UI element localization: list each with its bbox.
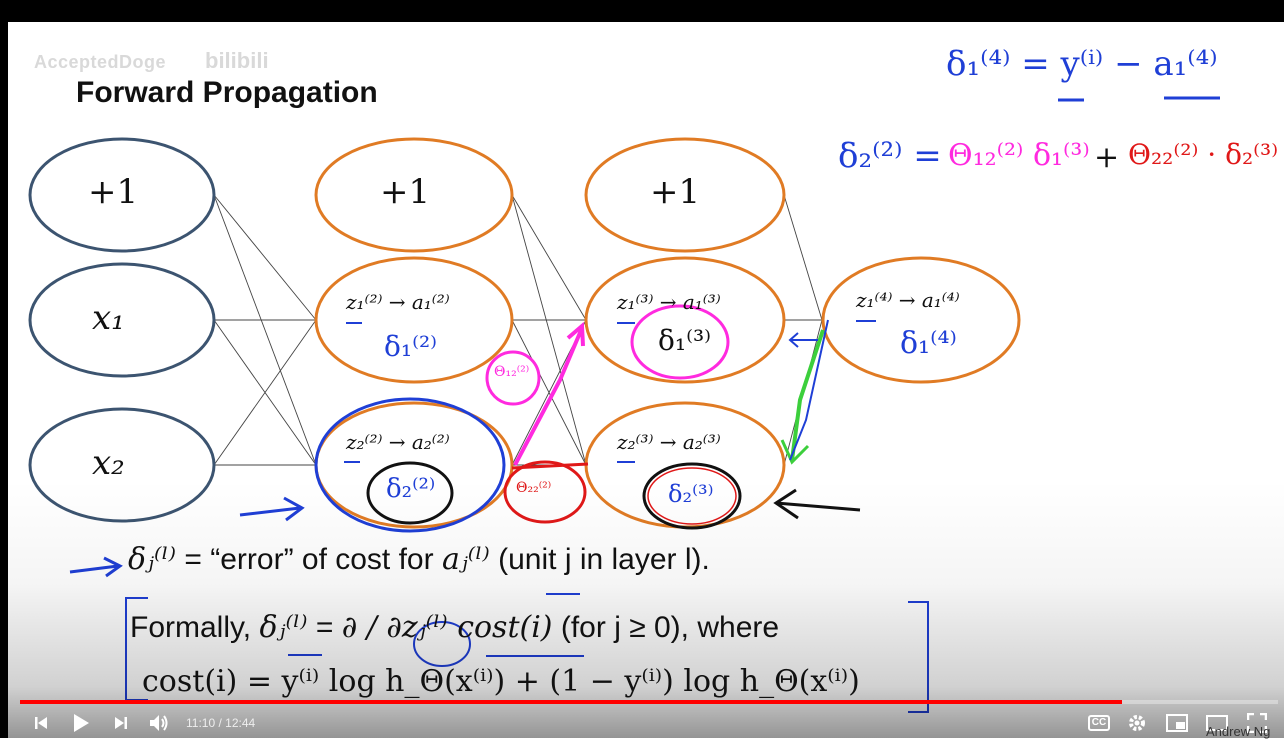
lecturer-credit: Andrew Ng: [1206, 724, 1271, 739]
node-bias-3: [584, 137, 786, 253]
label-bias-1: +1: [88, 172, 139, 212]
annotation-circle-l2u2: [314, 397, 506, 533]
miniplayer-button[interactable]: [1164, 710, 1190, 736]
label-x1: x₁: [92, 298, 125, 338]
skip-previous-icon: [35, 717, 47, 729]
node-bias-1: [28, 137, 216, 253]
red-arrow-l3u2: [511, 462, 589, 470]
circle-dz: [413, 621, 471, 667]
node-l2-unit1: [314, 256, 514, 384]
fullscreen-icon: [1247, 713, 1267, 733]
volume-button[interactable]: [146, 710, 172, 736]
blue-small-arrow-l4: [788, 332, 818, 348]
pink-arrow: [513, 327, 584, 466]
node-bias-2: [314, 137, 514, 253]
skip-next-icon: [115, 717, 127, 729]
cost-definition: cost(i) = y⁽ⁱ⁾ log h_Θ(x⁽ⁱ⁾) + (1 − y⁽ⁱ⁾…: [142, 664, 860, 699]
time-display: 11:10 / 12:44: [186, 716, 255, 730]
partial-derivative: ∂ / ∂zⱼ⁽ˡ⁾ cost(i): [341, 610, 553, 645]
node-x1: [28, 262, 216, 378]
captions-button[interactable]: CC: [1086, 710, 1112, 736]
play-icon: [74, 714, 89, 732]
delta-l2-unit1: δ₁⁽²⁾: [384, 330, 438, 363]
theta-12-label: Θ₁₂⁽²⁾: [494, 364, 530, 380]
equals-sign-formal: =: [315, 611, 334, 644]
node-x2: [28, 407, 216, 523]
green-arrow-head: [780, 439, 810, 465]
node-l4-unit1: [821, 256, 1021, 384]
label-bias-3: +1: [650, 172, 701, 212]
definition-line: δⱼ⁽ˡ⁾ = “error” of cost for aⱼ⁽ˡ⁾ (unit …: [128, 542, 710, 577]
play-button[interactable]: [68, 710, 94, 736]
delta-l2-unit2: δ₂⁽²⁾: [386, 474, 436, 504]
label-l4-unit1: z₁⁽⁴⁾ → a₁⁽⁴⁾: [856, 288, 960, 312]
equation-delta2-plus: +: [1094, 140, 1120, 175]
equation-delta2-lhs: δ₂⁽²⁾ =: [838, 136, 942, 176]
slide-title: Forward Propagation: [76, 76, 378, 109]
theater-mode-button[interactable]: [1204, 710, 1230, 736]
delta-circle-l2u2: [366, 461, 454, 525]
theta22-circle: [503, 460, 587, 524]
delta-jl: δⱼ⁽ˡ⁾: [128, 542, 177, 577]
miniplayer-icon: [1166, 714, 1188, 732]
theta12-circle: [485, 350, 541, 406]
label-l2-unit2: z₂⁽²⁾ → a₂⁽²⁾: [346, 430, 450, 454]
formal-line: Formally, δⱼ⁽ˡ⁾ = ∂ / ∂zⱼ⁽ˡ⁾ cost(i) (fo…: [130, 610, 779, 645]
blue-arrow-l2u2: [239, 496, 305, 522]
time-separator: /: [215, 716, 226, 730]
gear-icon: [1129, 715, 1145, 731]
label-bias-2: +1: [380, 172, 431, 212]
progress-bar[interactable]: [20, 700, 1278, 704]
progress-fill: [20, 700, 1122, 704]
duration: 12:44: [225, 716, 256, 730]
delta-l3-unit1: δ₁⁽³⁾: [658, 324, 712, 357]
watermark-site: bilibili: [205, 48, 269, 73]
label-x2: x₂: [92, 443, 125, 483]
settings-button[interactable]: [1124, 710, 1150, 736]
green-arrow: [790, 329, 825, 461]
top-letterbox: [0, 0, 1284, 22]
delta-circle-l3u1: [630, 304, 730, 380]
unit-text: (unit j in layer l).: [498, 543, 710, 576]
error-text: “error” of cost for: [210, 543, 434, 576]
label-l3-unit2: z₂⁽³⁾ → a₂⁽³⁾: [617, 430, 721, 454]
for-j-text: (for j ≥ 0), where: [560, 611, 780, 644]
label-l3-unit1: z₁⁽³⁾ → a₁⁽³⁾: [617, 290, 721, 314]
pink-arrow-head: [566, 321, 585, 347]
delta-l3-unit2: δ₂⁽³⁾: [668, 480, 714, 508]
delta-circle-l3u2: [642, 462, 742, 530]
delta-l4-unit1: δ₁⁽⁴⁾: [900, 326, 957, 361]
formally-text: Formally,: [130, 611, 252, 644]
equals-sign: =: [184, 543, 202, 576]
theater-icon: [1206, 715, 1228, 731]
label-l2-unit1: z₁⁽²⁾ → a₁⁽²⁾: [346, 290, 450, 314]
theta-22-label: Θ₂₂⁽²⁾: [516, 480, 552, 496]
equation-delta4: δ₁⁽⁴⁾ = y⁽ⁱ⁾ − a₁⁽⁴⁾: [946, 44, 1218, 84]
bracket-right: [908, 601, 929, 713]
equation-delta2-term2: Θ₂₂⁽²⁾ · δ₂⁽³⁾: [1128, 138, 1279, 171]
equation-delta2-term1: Θ₁₂⁽²⁾ δ₁⁽³⁾: [948, 138, 1090, 173]
watermark-channel: AcceptedDoge: [34, 52, 167, 72]
delta-circle-l3u2-red: [647, 467, 737, 525]
previous-button[interactable]: [30, 710, 52, 736]
delta-jl-formal: δⱼ⁽ˡ⁾: [259, 610, 308, 645]
node-l3-unit1: [584, 256, 786, 384]
connections-layer1: [213, 194, 317, 466]
next-button[interactable]: [110, 710, 132, 736]
arrow-line1: [69, 556, 123, 578]
blue-arrow-l4: [789, 319, 829, 461]
captions-icon: CC: [1087, 715, 1111, 731]
volume-icon: [150, 715, 168, 731]
fullscreen-button[interactable]: [1244, 710, 1270, 736]
black-arrow-l3u2: [773, 488, 861, 520]
current-time: 11:10: [186, 716, 216, 730]
left-letterbox: [0, 0, 8, 738]
a-jl: aⱼ⁽ˡ⁾: [441, 542, 490, 577]
